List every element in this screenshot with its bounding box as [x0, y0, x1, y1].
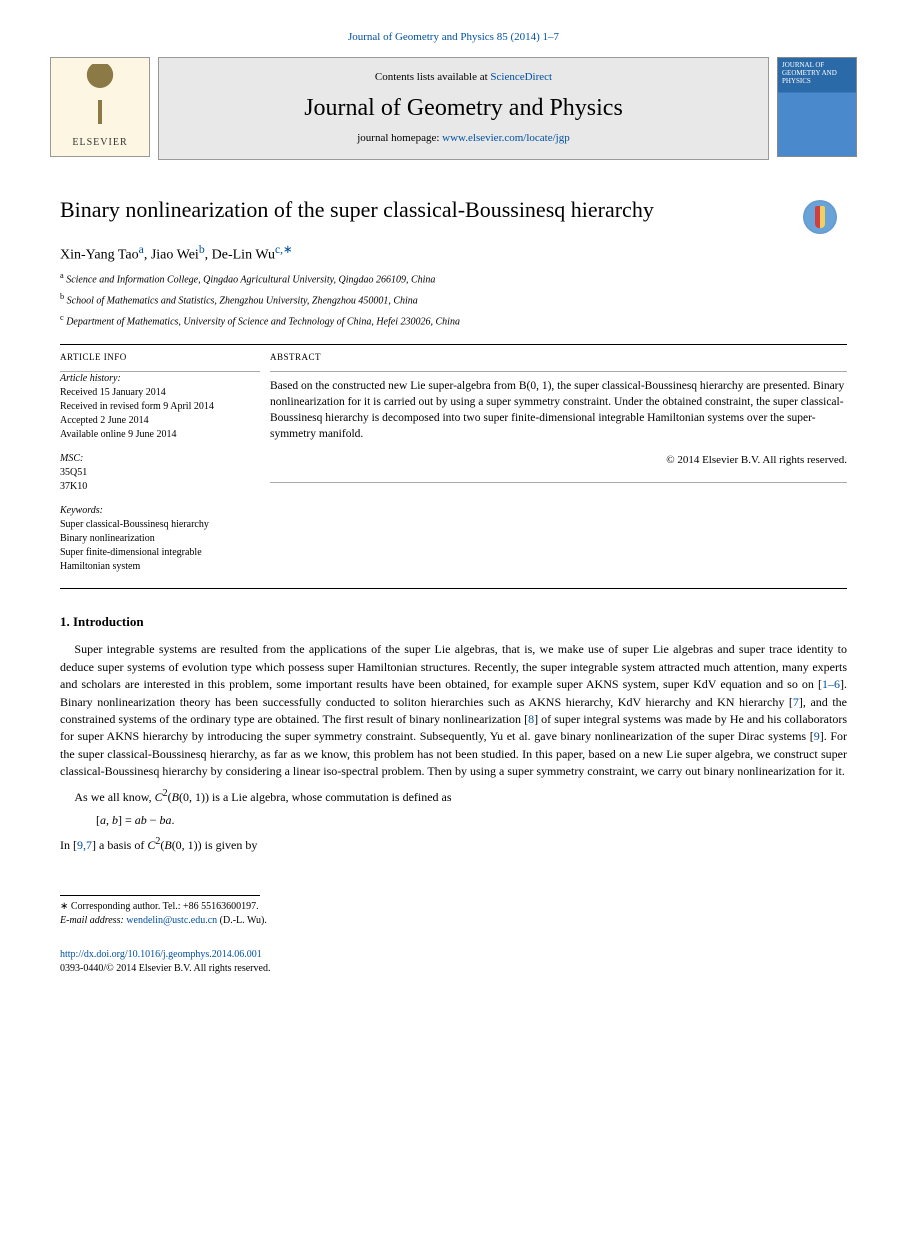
intro-heading: 1. Introduction: [60, 613, 847, 631]
abstract: ABSTRACT Based on the constructed new Li…: [260, 351, 847, 575]
banner-center: Contents lists available at ScienceDirec…: [158, 57, 769, 159]
contents-prefix: Contents lists available at: [375, 71, 490, 83]
info-abstract-row: ARTICLE INFO Article history: Received 1…: [60, 351, 847, 575]
intro-body: Super integrable systems are resulted fr…: [60, 641, 847, 854]
ref-1-6[interactable]: 1–6: [822, 677, 840, 691]
ref-9[interactable]: 9: [814, 729, 820, 743]
keywords-title: Keywords:: [60, 504, 260, 518]
sciencedirect-link[interactable]: ScienceDirect: [490, 71, 552, 83]
email-suffix: (D.-L. Wu).: [217, 915, 267, 926]
intro-eq: [a, b] = ab − ba.: [60, 812, 847, 829]
contents-line: Contents lists available at ScienceDirec…: [169, 70, 758, 85]
footnote-rule: [60, 895, 260, 896]
affil-1-text: School of Mathematics and Statistics, Zh…: [67, 295, 418, 306]
intro-p2: In [9,7] a basis of C2(B(0, 1)) is given…: [60, 835, 847, 854]
homepage-prefix: journal homepage:: [357, 132, 442, 144]
history-1: Received in revised form 9 April 2014: [60, 400, 260, 414]
history-2: Accepted 2 June 2014: [60, 414, 260, 428]
abstract-text: Based on the constructed new Lie super-a…: [270, 378, 847, 442]
issn-copyright: 0393-0440/© 2014 Elsevier B.V. All right…: [60, 962, 847, 976]
journal-title: Journal of Geometry and Physics: [169, 86, 758, 132]
cover-title: JOURNAL OF GEOMETRY AND PHYSICS: [782, 62, 852, 85]
author-1-name: Jiao Wei: [151, 248, 199, 263]
kw-0: Super classical-Boussinesq hierarchy: [60, 518, 260, 532]
affiliation-2: c Department of Mathematics, University …: [60, 312, 847, 329]
rule-top: [60, 344, 847, 345]
affil-2-text: Department of Mathematics, University of…: [66, 317, 460, 328]
history-title: Article history:: [60, 372, 260, 386]
abstract-rule: [270, 371, 847, 372]
author-2-name: De-Lin Wu: [212, 248, 275, 263]
header-citation-link[interactable]: Journal of Geometry and Physics 85 (2014…: [348, 31, 559, 43]
msc-0: 35Q51: [60, 466, 260, 480]
article-front: Binary nonlinearization of the super cla…: [60, 196, 847, 589]
abstract-bottom-rule: [270, 482, 847, 483]
affiliation-1: b School of Mathematics and Statistics, …: [60, 291, 847, 308]
running-header: Journal of Geometry and Physics 85 (2014…: [0, 0, 907, 57]
history-0: Received 15 January 2014: [60, 386, 260, 400]
abstract-copyright: © 2014 Elsevier B.V. All rights reserved…: [270, 453, 847, 468]
article-title: Binary nonlinearization of the super cla…: [60, 196, 847, 225]
rule-bottom: [60, 588, 847, 589]
homepage-link[interactable]: www.elsevier.com/locate/jgp: [442, 132, 570, 144]
bottom-metadata: http://dx.doi.org/10.1016/j.geomphys.201…: [60, 948, 847, 976]
affil-0-text: Science and Information College, Qingdao…: [66, 274, 435, 285]
article-info: ARTICLE INFO Article history: Received 1…: [60, 351, 260, 575]
msc-1: 37K10: [60, 480, 260, 494]
corresponding-author: ∗ Corresponding author. Tel.: +86 551636…: [60, 900, 847, 914]
elsevier-tree-icon: [65, 64, 135, 124]
journal-cover-thumbnail: JOURNAL OF GEOMETRY AND PHYSICS: [777, 57, 857, 157]
introduction: 1. Introduction Super integrable systems…: [60, 613, 847, 854]
crossmark-icon[interactable]: [803, 200, 837, 234]
affiliation-0: a Science and Information College, Qingd…: [60, 270, 847, 287]
history-3: Available online 9 June 2014: [60, 428, 260, 442]
footnotes: ∗ Corresponding author. Tel.: +86 551636…: [60, 900, 847, 928]
kw-3: Hamiltonian system: [60, 560, 260, 574]
kw-2: Super finite-dimensional integrable: [60, 546, 260, 560]
journal-banner: ELSEVIER Contents lists available at Sci…: [50, 57, 857, 159]
ref-9-7[interactable]: 9,7: [77, 838, 92, 852]
ref-8[interactable]: 8: [528, 712, 534, 726]
affil-0-sup: a: [60, 271, 64, 280]
author-1-sup[interactable]: b: [199, 243, 205, 256]
article-info-heading: ARTICLE INFO: [60, 351, 260, 364]
doi-link[interactable]: http://dx.doi.org/10.1016/j.geomphys.201…: [60, 949, 262, 960]
author-2-sup[interactable]: c,∗: [275, 243, 293, 256]
elsevier-label: ELSEVIER: [72, 136, 127, 150]
homepage-line: journal homepage: www.elsevier.com/locat…: [169, 131, 758, 146]
intro-p1: As we all know, C2(B(0, 1)) is a Lie alg…: [60, 787, 847, 806]
msc-title: MSC:: [60, 452, 260, 466]
abstract-heading: ABSTRACT: [270, 351, 847, 364]
affil-1-sup: b: [60, 292, 64, 301]
author-0-name: Xin-Yang Tao: [60, 248, 139, 263]
kw-1: Binary nonlinearization: [60, 532, 260, 546]
elsevier-logo: ELSEVIER: [50, 57, 150, 157]
ref-7[interactable]: 7: [793, 695, 799, 709]
email-link[interactable]: wendelin@ustc.edu.cn: [126, 915, 217, 926]
email-prefix: E-mail address:: [60, 915, 126, 926]
email-line: E-mail address: wendelin@ustc.edu.cn (D.…: [60, 914, 847, 928]
affil-2-sup: c: [60, 313, 64, 322]
intro-p0: Super integrable systems are resulted fr…: [60, 641, 847, 780]
author-0-sup[interactable]: a: [139, 243, 144, 256]
author-list: Xin-Yang Taoa, Jiao Weib, De-Lin Wuc,∗: [60, 242, 847, 265]
